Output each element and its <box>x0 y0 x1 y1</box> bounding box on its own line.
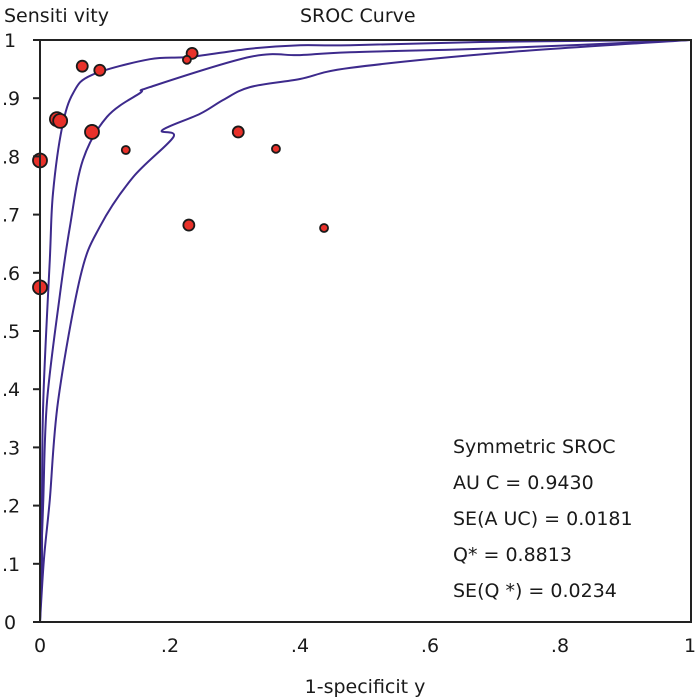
study-point <box>75 59 89 73</box>
x-tick-label: 1 <box>684 635 696 657</box>
y-tick-label: 0 <box>4 612 16 634</box>
study-point <box>319 223 329 233</box>
x-tick-label: .6 <box>421 635 439 657</box>
x-axis: 0 .2 .4 .6 .8 1 <box>34 635 696 657</box>
annotation-line: Symmetric SROC <box>453 436 616 458</box>
y-tick-label: .9 <box>2 88 20 110</box>
y-tick-label: 1 <box>4 30 16 52</box>
y-tick-label: .8 <box>2 146 20 168</box>
study-point <box>84 124 100 140</box>
y-tick-label: .3 <box>2 437 20 459</box>
curve-upper-bound <box>39 39 691 623</box>
annotation-line: Q* = 0.8813 <box>453 544 572 566</box>
y-tick-label: .4 <box>2 379 20 401</box>
x-axis-title: 1-specificit y <box>305 676 426 698</box>
curve-lower-bound <box>39 39 691 623</box>
annotation-line: SE(A UC) = 0.0181 <box>453 508 633 530</box>
curve-sroc <box>39 39 691 623</box>
study-point <box>231 125 245 139</box>
study-point <box>271 143 281 154</box>
annotation-line: SE(Q *) = 0.0234 <box>453 580 617 602</box>
y-tick-label: .6 <box>2 263 20 285</box>
x-tick-label: 0 <box>34 635 46 657</box>
curves-group <box>39 39 691 623</box>
x-tick-label: .2 <box>161 635 179 657</box>
y-tick-label: .1 <box>2 554 20 576</box>
study-point <box>93 63 107 77</box>
study-point <box>181 54 192 65</box>
y-axis: 0 .1 .2 .3 .4 .5 .6 .7 .8 .9 1 <box>2 30 40 634</box>
y-axis-title: Sensiti vity <box>4 5 109 27</box>
annotation-line: AU C = 0.9430 <box>453 472 594 494</box>
x-tick-label: .4 <box>291 635 309 657</box>
x-tick-label: .8 <box>551 635 569 657</box>
study-point <box>52 112 69 129</box>
plot-frame <box>39 39 692 623</box>
study-point <box>120 145 131 155</box>
summary-annotation: Symmetric SROC AU C = 0.9430 SE(A UC) = 0.… <box>453 436 633 602</box>
y-tick-label: .7 <box>2 205 20 227</box>
y-tick-label: .5 <box>2 321 20 343</box>
chart-title: SROC Curve <box>300 5 416 27</box>
study-point <box>182 218 196 232</box>
y-tick-label: .2 <box>2 496 20 518</box>
